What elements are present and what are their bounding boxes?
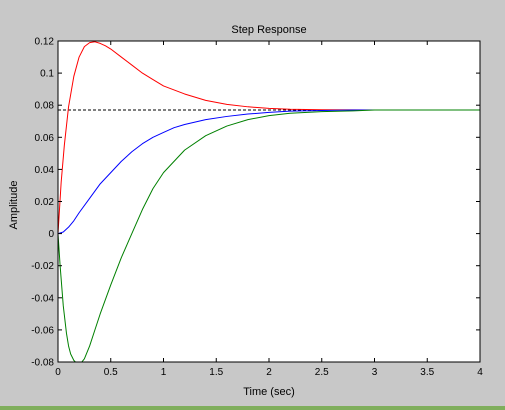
x-tick-label: 1.5 bbox=[209, 367, 223, 378]
y-tick-label: 0.12 bbox=[35, 37, 55, 48]
y-tick-label: 0 bbox=[48, 229, 54, 240]
y-tick-label: -0.04 bbox=[31, 293, 54, 304]
x-tick-label: 0.5 bbox=[104, 367, 118, 378]
x-tick-label: 2.5 bbox=[315, 367, 329, 378]
x-tick-label: 3.5 bbox=[420, 367, 434, 378]
y-tick-label: 0.06 bbox=[35, 133, 55, 144]
series-layer bbox=[58, 41, 480, 362]
y-axis-label: Amplitude bbox=[8, 181, 20, 230]
x-tick-label: 3 bbox=[372, 367, 378, 378]
y-tick-label: -0.02 bbox=[31, 261, 54, 272]
y-tick-label: 0.02 bbox=[35, 197, 55, 208]
series-line-1 bbox=[58, 41, 480, 234]
x-tick-label: 0 bbox=[55, 367, 61, 378]
y-tick-label: 0.08 bbox=[35, 101, 55, 112]
y-tick-label: 0.1 bbox=[40, 69, 54, 80]
x-tick-label: 2 bbox=[266, 367, 272, 378]
y-tick-label: -0.08 bbox=[31, 358, 54, 369]
y-tick-label: 0.04 bbox=[35, 165, 55, 176]
series-line-2 bbox=[58, 109, 480, 235]
y-tick-label: -0.06 bbox=[31, 325, 54, 336]
x-tick-label: 4 bbox=[477, 367, 483, 378]
plot-area bbox=[58, 41, 480, 362]
window-bottom-edge bbox=[0, 406, 505, 410]
y-axis-ticks: -0.08 -0.06 -0.04 -0.02 0 0.02 0.04 0.06 0.08 0.1… bbox=[31, 37, 480, 369]
x-axis-ticks: 0 0.5 1 1.5 2 2.5 3 3.5 4 bbox=[55, 41, 483, 378]
x-axis-label: Time (sec) bbox=[243, 386, 295, 398]
x-tick-label: 1 bbox=[161, 367, 167, 378]
chart-title: Step Response bbox=[231, 24, 306, 36]
series-line-3 bbox=[58, 109, 480, 362]
